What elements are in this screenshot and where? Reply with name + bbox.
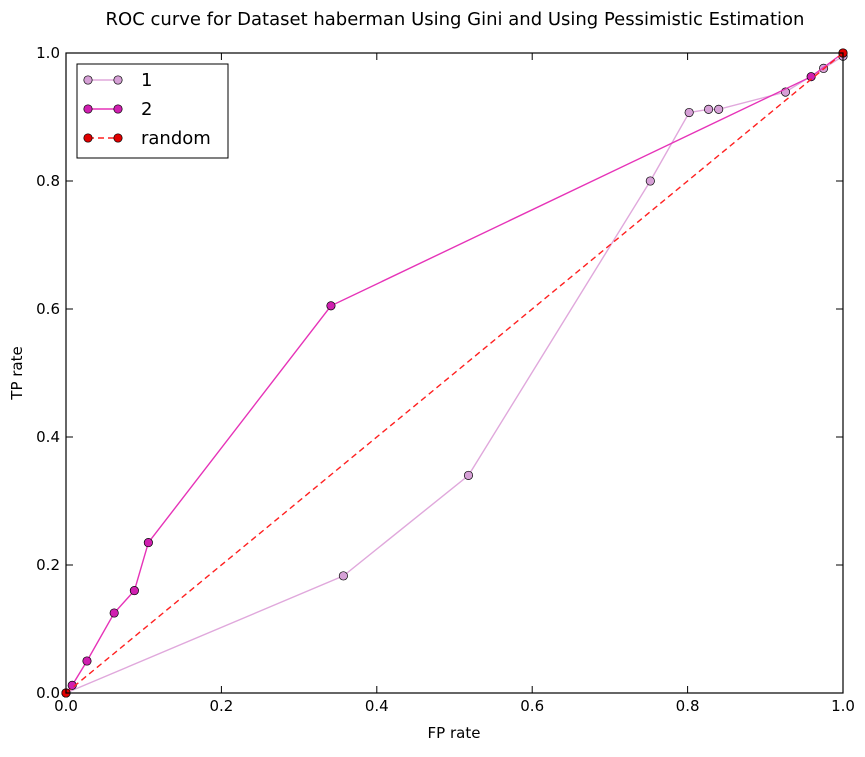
legend-marker-1	[83, 75, 93, 85]
x-axis-label: FP rate	[428, 724, 481, 742]
data-point-2-3	[109, 608, 119, 618]
legend-label-2: 2	[141, 99, 152, 120]
x-tick-label: 0.2	[209, 697, 233, 715]
y-tick-label: 1.0	[36, 44, 60, 62]
y-tick-label: 0.4	[36, 428, 60, 446]
y-tick-label: 0.8	[36, 172, 60, 190]
y-tick-label: 0.6	[36, 300, 60, 318]
data-point-2-5	[143, 538, 153, 548]
data-point-2-4	[129, 586, 139, 596]
plot-frame	[65, 52, 844, 694]
data-point-2-2	[82, 656, 92, 666]
chart-title: ROC curve for Dataset haberman Using Gin…	[106, 9, 805, 30]
x-tick-label: 1.0	[831, 697, 855, 715]
legend-marker-1	[113, 75, 123, 85]
x-tick-label: 0.4	[365, 697, 389, 715]
data-point-1-1	[338, 571, 348, 581]
legend-marker-random	[83, 133, 93, 143]
y-tick-label: 0.0	[36, 684, 60, 702]
data-point-2-6	[326, 301, 336, 311]
x-tick-label: 0.0	[54, 697, 78, 715]
data-point-1-4	[684, 107, 694, 118]
data-point-1-6	[714, 104, 724, 114]
y-tick-label: 0.2	[36, 556, 60, 574]
legend-marker-2	[83, 104, 93, 114]
legend-marker-2	[113, 104, 123, 114]
legend-marker-random	[113, 133, 123, 143]
plot-area	[61, 48, 848, 698]
data-point-1-5	[704, 104, 714, 114]
legend-label-1: 1	[141, 70, 152, 91]
y-axis-label: TP rate	[8, 346, 26, 400]
legend-label-random: random	[141, 128, 211, 149]
x-tick-label: 0.6	[520, 697, 544, 715]
series-line-random	[65, 52, 844, 694]
legend: 1 2 random	[76, 63, 229, 159]
x-tick-label: 0.8	[676, 697, 700, 715]
data-point-1-2	[463, 470, 474, 480]
data-point-1-3	[645, 176, 655, 186]
axis-ticks: 0.0 0.2 0.4 0.6 0.8 1.0 0.0 0.2 0.4 0.6 0.8 1.0	[36, 44, 855, 715]
